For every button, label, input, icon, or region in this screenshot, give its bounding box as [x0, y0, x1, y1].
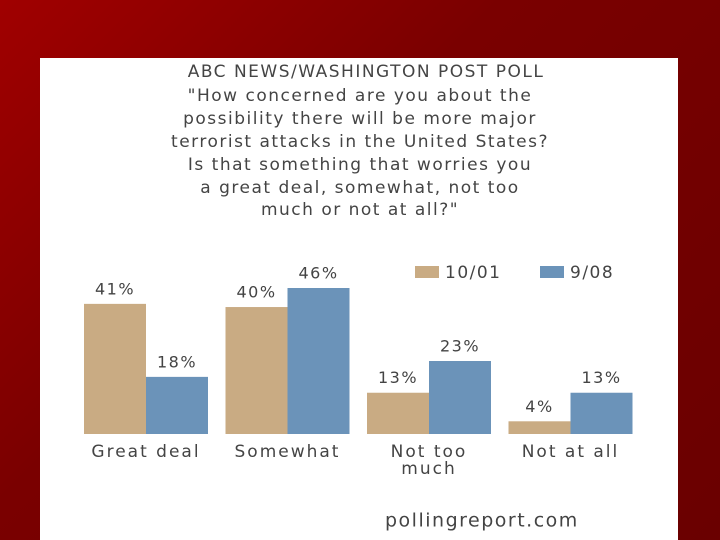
data-label: 41%: [95, 279, 135, 298]
chart-subtitle: Is that something that worries you: [188, 155, 532, 175]
data-label: 13%: [581, 368, 621, 387]
bar: [287, 288, 350, 434]
chart-subtitle: "How concerned are you about the: [188, 86, 533, 106]
x-tick-label: Somewhat: [234, 442, 341, 462]
source: pollingreport.com: [385, 510, 579, 532]
bar: [84, 303, 146, 434]
data-label: 23%: [440, 337, 480, 356]
legend-label: 9/08: [570, 263, 614, 283]
bar: [225, 307, 288, 434]
data-label: 13%: [378, 368, 418, 387]
legend-label: 10/01: [445, 263, 502, 283]
x-tick-label: Not at all: [521, 442, 620, 462]
chart-subtitle: much or not at all?": [261, 200, 459, 220]
chart-subtitle: terrorist attacks in the United States?: [171, 132, 549, 152]
data-label: 40%: [236, 283, 276, 302]
chart-panel: [40, 58, 678, 540]
x-tick-label: Great deal: [91, 442, 201, 462]
x-tick-label: Not too much: [390, 442, 468, 479]
chart-title: ABC NEWS/WASHINGTON POST POLL: [188, 62, 545, 82]
bar: [367, 392, 429, 434]
bar: [146, 376, 208, 434]
chart-subtitle: a great deal, somewhat, not too: [200, 178, 519, 198]
bar: [570, 392, 633, 434]
chart-subtitle: possibility there will be more major: [183, 109, 537, 129]
bar: [429, 361, 491, 434]
legend-swatch: [540, 266, 564, 278]
data-label: 46%: [298, 264, 338, 283]
data-label: 18%: [157, 352, 197, 371]
bar: [508, 421, 571, 434]
legend-swatch: [415, 266, 439, 278]
data-label: 4%: [525, 397, 553, 416]
